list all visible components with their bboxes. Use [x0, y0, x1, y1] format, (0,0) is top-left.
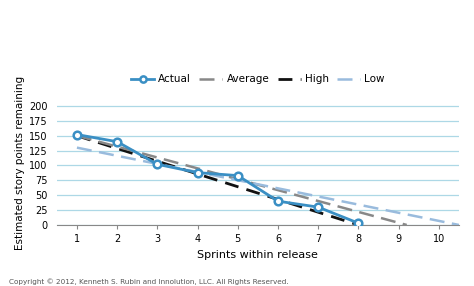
Actual [195, 171, 201, 174]
Actual [114, 140, 120, 143]
Text: Copyright © 2012, Kenneth S. Rubin and Innolution, LLC. All Rights Reserved.: Copyright © 2012, Kenneth S. Rubin and I… [9, 278, 289, 285]
X-axis label: Sprints within release: Sprints within release [198, 250, 319, 260]
Y-axis label: Estimated story points remaining: Estimated story points remaining [15, 76, 25, 250]
Actual [235, 174, 241, 177]
Actual [315, 205, 321, 209]
High [74, 134, 80, 138]
Actual [356, 221, 361, 225]
Actual [155, 162, 160, 166]
Line: Actual: Actual [73, 131, 362, 227]
Line: High: High [77, 136, 358, 225]
Legend: Actual, Average, High, Low: Actual, Average, High, Low [127, 70, 389, 89]
High [356, 223, 361, 227]
Actual [74, 133, 80, 136]
Actual [275, 199, 281, 203]
